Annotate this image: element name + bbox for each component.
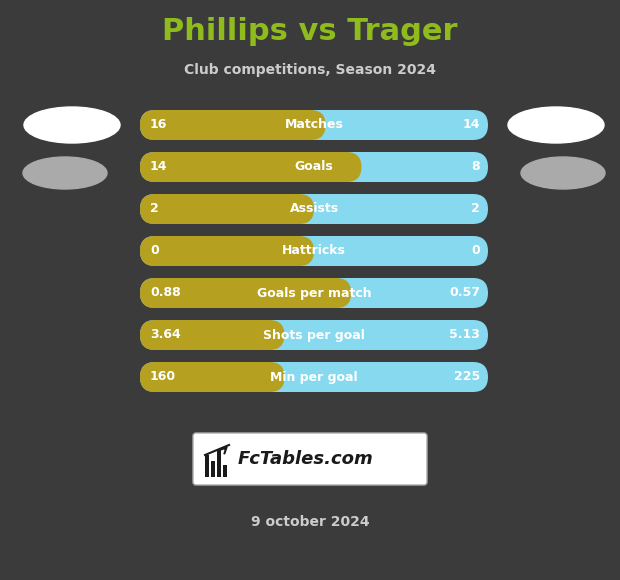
Ellipse shape: [508, 107, 604, 143]
FancyBboxPatch shape: [140, 362, 285, 392]
FancyBboxPatch shape: [140, 152, 361, 182]
Text: 0: 0: [150, 245, 159, 258]
FancyBboxPatch shape: [140, 362, 488, 392]
Text: 14: 14: [463, 118, 480, 132]
Ellipse shape: [23, 157, 107, 189]
FancyBboxPatch shape: [140, 194, 314, 224]
Text: FcTables.com: FcTables.com: [238, 450, 374, 468]
Text: 9 october 2024: 9 october 2024: [250, 515, 370, 529]
Text: 8: 8: [471, 161, 480, 173]
Text: 16: 16: [150, 118, 167, 132]
FancyBboxPatch shape: [140, 320, 488, 350]
Ellipse shape: [521, 157, 605, 189]
Text: Shots per goal: Shots per goal: [263, 328, 365, 342]
FancyBboxPatch shape: [140, 152, 488, 182]
Text: 5.13: 5.13: [449, 328, 480, 342]
Bar: [223, 465, 227, 477]
Text: Hattricks: Hattricks: [282, 245, 346, 258]
FancyBboxPatch shape: [193, 433, 427, 485]
Text: 0: 0: [471, 245, 480, 258]
FancyBboxPatch shape: [140, 194, 488, 224]
FancyBboxPatch shape: [140, 278, 351, 308]
FancyBboxPatch shape: [140, 110, 326, 140]
Text: Phillips vs Trager: Phillips vs Trager: [162, 17, 458, 46]
Text: 14: 14: [150, 161, 167, 173]
Text: Goals: Goals: [294, 161, 334, 173]
Text: 0.88: 0.88: [150, 287, 181, 299]
Text: 225: 225: [454, 371, 480, 383]
Text: 0.57: 0.57: [449, 287, 480, 299]
Text: Min per goal: Min per goal: [270, 371, 358, 383]
Ellipse shape: [24, 107, 120, 143]
FancyBboxPatch shape: [140, 320, 285, 350]
Text: 160: 160: [150, 371, 176, 383]
Text: 2: 2: [150, 202, 159, 216]
FancyBboxPatch shape: [140, 236, 314, 266]
FancyBboxPatch shape: [140, 278, 488, 308]
Text: Goals per match: Goals per match: [257, 287, 371, 299]
FancyBboxPatch shape: [140, 110, 488, 140]
Text: 2: 2: [471, 202, 480, 216]
Bar: [217, 449, 221, 477]
FancyBboxPatch shape: [140, 236, 488, 266]
Text: Matches: Matches: [285, 118, 343, 132]
Text: Assists: Assists: [290, 202, 339, 216]
Text: Club competitions, Season 2024: Club competitions, Season 2024: [184, 63, 436, 77]
Bar: [211, 461, 215, 477]
Bar: [205, 455, 209, 477]
Text: 3.64: 3.64: [150, 328, 181, 342]
